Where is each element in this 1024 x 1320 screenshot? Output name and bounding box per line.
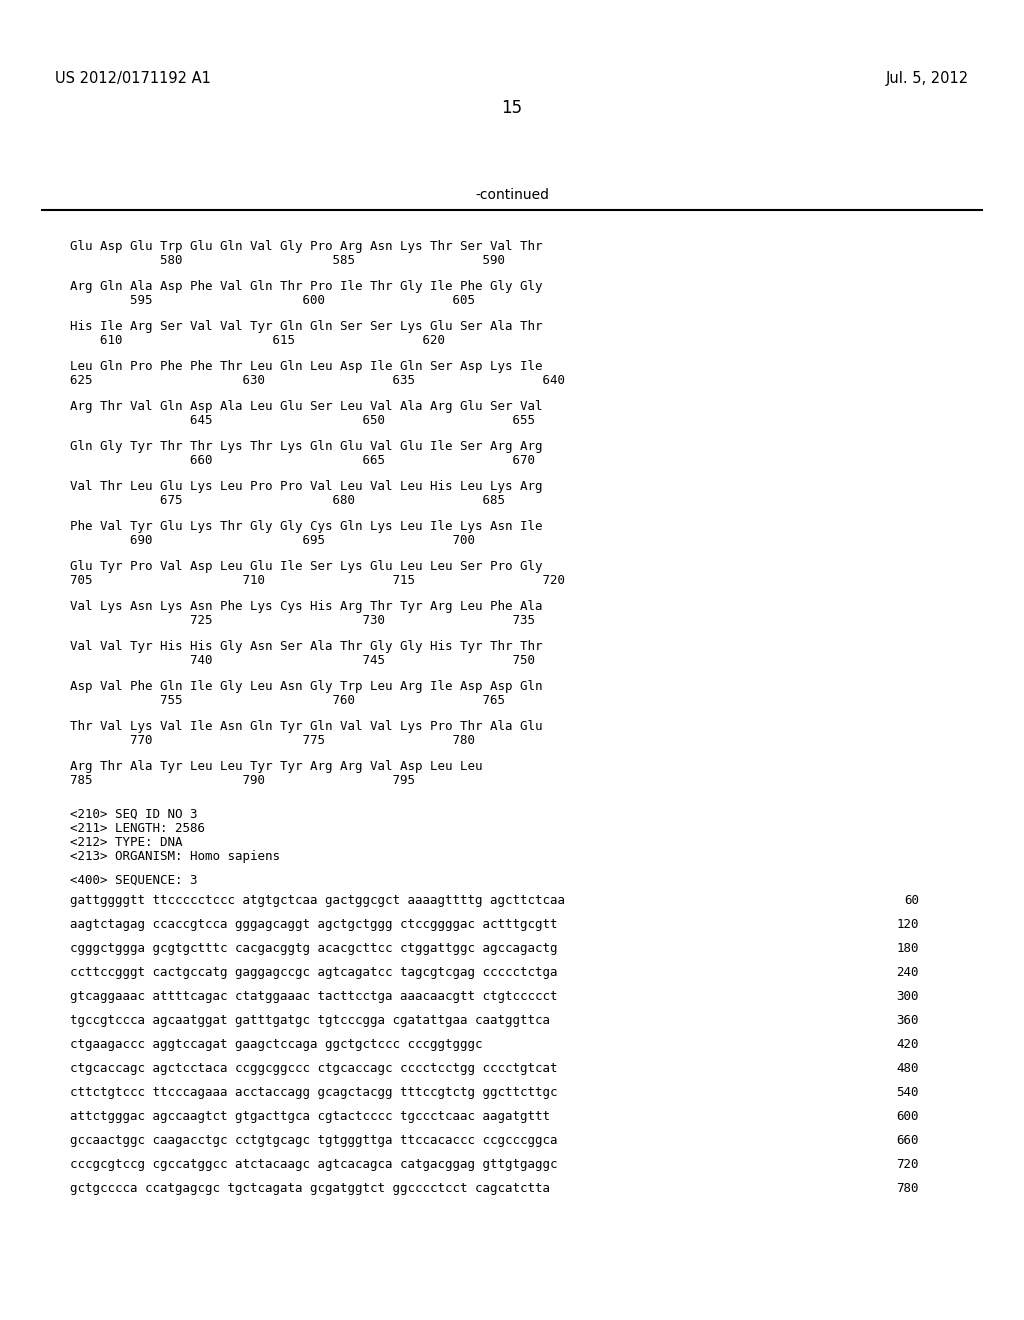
Text: 660: 660 — [896, 1134, 919, 1147]
Text: gctgcccca ccatgagcgc tgctcagata gcgatggtct ggcccctcct cagcatctta: gctgcccca ccatgagcgc tgctcagata gcgatggt… — [70, 1181, 550, 1195]
Text: cgggctggga gcgtgctttc cacgacggtg acacgcttcc ctggattggc agccagactg: cgggctggga gcgtgctttc cacgacggtg acacgct… — [70, 942, 557, 954]
Text: Val Lys Asn Lys Asn Phe Lys Cys His Arg Thr Tyr Arg Leu Phe Ala: Val Lys Asn Lys Asn Phe Lys Cys His Arg … — [70, 601, 543, 612]
Text: 755                    760                 765: 755 760 765 — [70, 694, 505, 708]
Text: gtcaggaaac attttcagac ctatggaaac tacttcctga aaacaacgtt ctgtccccct: gtcaggaaac attttcagac ctatggaaac tacttcc… — [70, 990, 557, 1003]
Text: 580                    585                 590: 580 585 590 — [70, 253, 505, 267]
Text: Phe Val Tyr Glu Lys Thr Gly Gly Cys Gln Lys Leu Ile Lys Asn Ile: Phe Val Tyr Glu Lys Thr Gly Gly Cys Gln … — [70, 520, 543, 533]
Text: Val Thr Leu Glu Lys Leu Pro Pro Val Leu Val Leu His Leu Lys Arg: Val Thr Leu Glu Lys Leu Pro Pro Val Leu … — [70, 480, 543, 492]
Text: 625                    630                 635                 640: 625 630 635 640 — [70, 374, 565, 387]
Text: 780: 780 — [896, 1181, 919, 1195]
Text: cttctgtccc ttcccagaaa acctaccagg gcagctacgg tttccgtctg ggcttcttgc: cttctgtccc ttcccagaaa acctaccagg gcagcta… — [70, 1086, 557, 1100]
Text: 690                    695                 700: 690 695 700 — [70, 535, 475, 546]
Text: Gln Gly Tyr Thr Thr Lys Thr Lys Gln Glu Val Glu Ile Ser Arg Arg: Gln Gly Tyr Thr Thr Lys Thr Lys Gln Glu … — [70, 440, 543, 453]
Text: ccttccgggt cactgccatg gaggagccgc agtcagatcc tagcgtcgag ccccctctga: ccttccgggt cactgccatg gaggagccgc agtcaga… — [70, 966, 557, 979]
Text: 675                    680                 685: 675 680 685 — [70, 494, 505, 507]
Text: 120: 120 — [896, 917, 919, 931]
Text: 60: 60 — [904, 894, 919, 907]
Text: Leu Gln Pro Phe Phe Thr Leu Gln Leu Asp Ile Gln Ser Asp Lys Ile: Leu Gln Pro Phe Phe Thr Leu Gln Leu Asp … — [70, 360, 543, 374]
Text: 770                    775                 780: 770 775 780 — [70, 734, 475, 747]
Text: -continued: -continued — [475, 187, 549, 202]
Text: 660                    665                 670: 660 665 670 — [70, 454, 535, 467]
Text: 300: 300 — [896, 990, 919, 1003]
Text: Arg Thr Val Gln Asp Ala Leu Glu Ser Leu Val Ala Arg Glu Ser Val: Arg Thr Val Gln Asp Ala Leu Glu Ser Leu … — [70, 400, 543, 413]
Text: 180: 180 — [896, 942, 919, 954]
Text: 240: 240 — [896, 966, 919, 979]
Text: Arg Thr Ala Tyr Leu Leu Tyr Tyr Arg Arg Val Asp Leu Leu: Arg Thr Ala Tyr Leu Leu Tyr Tyr Arg Arg … — [70, 760, 482, 774]
Text: ctgaagaccc aggtccagat gaagctccaga ggctgctccc cccggtgggc: ctgaagaccc aggtccagat gaagctccaga ggctgc… — [70, 1038, 482, 1051]
Text: Jul. 5, 2012: Jul. 5, 2012 — [886, 70, 969, 86]
Text: 720: 720 — [896, 1158, 919, 1171]
Text: Val Val Tyr His His Gly Asn Ser Ala Thr Gly Gly His Tyr Thr Thr: Val Val Tyr His His Gly Asn Ser Ala Thr … — [70, 640, 543, 653]
Text: attctgggac agccaagtct gtgacttgca cgtactcccc tgccctcaac aagatgttt: attctgggac agccaagtct gtgacttgca cgtactc… — [70, 1110, 550, 1123]
Text: <400> SEQUENCE: 3: <400> SEQUENCE: 3 — [70, 874, 198, 887]
Text: 480: 480 — [896, 1063, 919, 1074]
Text: 420: 420 — [896, 1038, 919, 1051]
Text: <211> LENGTH: 2586: <211> LENGTH: 2586 — [70, 822, 205, 836]
Text: 540: 540 — [896, 1086, 919, 1100]
Text: ctgcaccagc agctcctaca ccggcggccc ctgcaccagc cccctcctgg cccctgtcat: ctgcaccagc agctcctaca ccggcggccc ctgcacc… — [70, 1063, 557, 1074]
Text: gattggggtt ttccccctccc atgtgctcaa gactggcgct aaaagttttg agcttctcaa: gattggggtt ttccccctccc atgtgctcaa gactgg… — [70, 894, 565, 907]
Text: Asp Val Phe Gln Ile Gly Leu Asn Gly Trp Leu Arg Ile Asp Asp Gln: Asp Val Phe Gln Ile Gly Leu Asn Gly Trp … — [70, 680, 543, 693]
Text: 645                    650                 655: 645 650 655 — [70, 414, 535, 426]
Text: Glu Tyr Pro Val Asp Leu Glu Ile Ser Lys Glu Leu Leu Ser Pro Gly: Glu Tyr Pro Val Asp Leu Glu Ile Ser Lys … — [70, 560, 543, 573]
Text: tgccgtccca agcaatggat gatttgatgc tgtcccgga cgatattgaa caatggttca: tgccgtccca agcaatggat gatttgatgc tgtcccg… — [70, 1014, 550, 1027]
Text: 740                    745                 750: 740 745 750 — [70, 653, 535, 667]
Text: US 2012/0171192 A1: US 2012/0171192 A1 — [55, 70, 211, 86]
Text: <213> ORGANISM: Homo sapiens: <213> ORGANISM: Homo sapiens — [70, 850, 280, 863]
Text: 600: 600 — [896, 1110, 919, 1123]
Text: <212> TYPE: DNA: <212> TYPE: DNA — [70, 836, 182, 849]
Text: 595                    600                 605: 595 600 605 — [70, 294, 475, 308]
Text: 725                    730                 735: 725 730 735 — [70, 614, 535, 627]
Text: His Ile Arg Ser Val Val Tyr Gln Gln Ser Ser Lys Glu Ser Ala Thr: His Ile Arg Ser Val Val Tyr Gln Gln Ser … — [70, 319, 543, 333]
Text: 15: 15 — [502, 99, 522, 117]
Text: 705                    710                 715                 720: 705 710 715 720 — [70, 574, 565, 587]
Text: 610                    615                 620: 610 615 620 — [70, 334, 445, 347]
Text: aagtctagag ccaccgtcca gggagcaggt agctgctggg ctccggggac actttgcgtt: aagtctagag ccaccgtcca gggagcaggt agctgct… — [70, 917, 557, 931]
Text: gccaactggc caagacctgc cctgtgcagc tgtgggttga ttccacaccc ccgcccggca: gccaactggc caagacctgc cctgtgcagc tgtgggt… — [70, 1134, 557, 1147]
Text: 785                    790                 795: 785 790 795 — [70, 774, 415, 787]
Text: 360: 360 — [896, 1014, 919, 1027]
Text: Arg Gln Ala Asp Phe Val Gln Thr Pro Ile Thr Gly Ile Phe Gly Gly: Arg Gln Ala Asp Phe Val Gln Thr Pro Ile … — [70, 280, 543, 293]
Text: <210> SEQ ID NO 3: <210> SEQ ID NO 3 — [70, 808, 198, 821]
Text: Thr Val Lys Val Ile Asn Gln Tyr Gln Val Val Lys Pro Thr Ala Glu: Thr Val Lys Val Ile Asn Gln Tyr Gln Val … — [70, 719, 543, 733]
Text: Glu Asp Glu Trp Glu Gln Val Gly Pro Arg Asn Lys Thr Ser Val Thr: Glu Asp Glu Trp Glu Gln Val Gly Pro Arg … — [70, 240, 543, 253]
Text: cccgcgtccg cgccatggcc atctacaagc agtcacagca catgacggag gttgtgaggc: cccgcgtccg cgccatggcc atctacaagc agtcaca… — [70, 1158, 557, 1171]
